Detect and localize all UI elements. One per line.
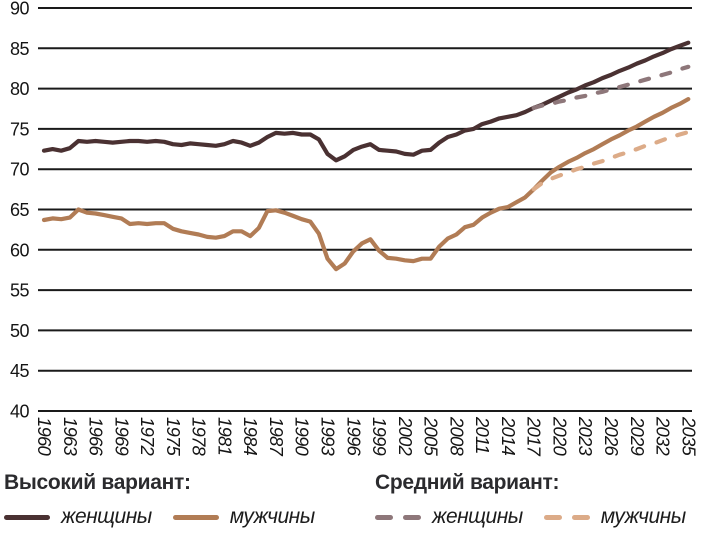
chart-legend: Высокий вариант: женщины мужчины Средний… [4,470,703,530]
legend-line-swatch-women-high [4,514,50,520]
x-axis-tick-label: 2035 [678,416,699,456]
x-axis-tick-label: 2023 [575,416,596,456]
x-axis-tick-label: 1984 [240,417,261,455]
series-women-high [41,40,691,163]
y-axis-tick-label: 70 [10,160,30,180]
legend-row-medium-variant: женщины мужчины [375,504,686,530]
x-axis-tick-label: 2032 [653,416,674,456]
x-axis-tick-label: 2011 [472,416,493,454]
y-axis-tick-label: 50 [10,321,30,341]
y-axis-tick-label: 60 [10,240,30,260]
x-axis-tick-label: 1990 [292,417,313,456]
legend-label-women-high: женщины [61,505,152,528]
x-axis-tick-label: 2002 [395,416,416,456]
x-axis-tick-label: 2005 [421,416,442,456]
x-axis-tick-label: 2014 [498,416,519,455]
legend-label-men-medium: мужчины [600,505,686,528]
x-axis-tick-label: 2020 [549,416,570,456]
x-axis-tick-label: 1960 [34,417,55,456]
y-axis-tick-label: 65 [10,200,30,220]
x-axis-tick-label: 1969 [111,417,132,455]
x-axis-tick-label: 1981 [214,417,235,455]
legend-line-swatch-men-high [172,514,219,520]
y-axis-tick-label: 90 [10,0,30,19]
y-axis-tick-label: 80 [10,79,30,99]
y-axis-tick-label: 85 [10,39,30,59]
legend-label-women-medium: женщины [432,505,523,528]
y-axis-tick-label: 75 [10,119,30,139]
x-axis-tick-label: 1972 [137,417,158,456]
x-axis-tick-label: 2026 [601,416,622,456]
x-axis-tick-label: 1996 [343,417,364,456]
x-axis-tick-label: 1966 [86,417,107,456]
legend-medium-variant: Средний вариант: женщины мужчины [375,470,686,530]
x-axis-tick-label: 1963 [60,417,81,456]
series-men-high [41,96,691,272]
y-axis-tick-label: 45 [10,361,30,381]
legend-heading-high-variant: Высокий вариант: [4,471,191,494]
x-axis-tick-label: 1975 [163,417,184,456]
x-axis-tick-label: 1978 [189,417,210,456]
legend-label-men-high: мужчины [229,505,315,528]
x-axis-tick-label: 1999 [369,417,390,455]
x-axis-tick-label: 2029 [627,416,648,455]
series-men-medium [531,130,691,192]
y-axis-tick-label: 40 [10,402,30,422]
chart-plot-area: 40 45 50 55 60 65 70 75 80 85 90 1960 1963 1966 1969 19… [10,0,699,456]
legend-dashed-swatch-men-medium [543,514,590,520]
legend-row-high-variant: женщины мужчины [4,504,375,530]
x-axis-tick-label: 2017 [524,416,545,456]
x-axis-tick-label: 2008 [446,416,467,456]
legend-high-variant: Высокий вариант: женщины мужчины [4,470,375,530]
series-women-medium [531,64,691,111]
x-axis-tick-label: 1987 [266,417,287,456]
x-axis-tick-label: 1993 [318,417,339,456]
legend-heading-medium-variant: Средний вариант: [375,471,560,494]
y-axis-tick-label: 55 [10,281,30,301]
legend-dashed-swatch-women-medium [375,514,421,520]
